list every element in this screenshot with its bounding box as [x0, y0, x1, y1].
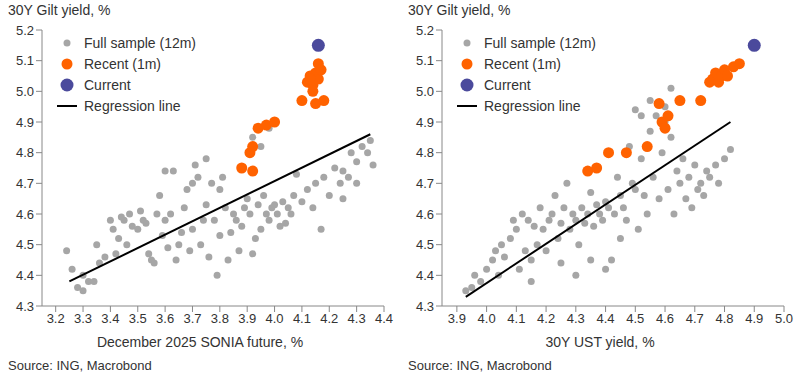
svg-text:4.9: 4.9 — [16, 115, 34, 130]
html-text:Full sample (12m): Full sample (12m) — [484, 34, 596, 51]
svg-text:3.5: 3.5 — [129, 311, 147, 326]
svg-text:4.3: 4.3 — [567, 311, 585, 326]
html-text:30Y Gilt yield, %: 30Y Gilt yield, % — [408, 2, 511, 18]
svg-text:4.7: 4.7 — [686, 311, 704, 326]
html-text:Recent (1m): Recent (1m) — [484, 55, 561, 72]
svg-text:4.5: 4.5 — [626, 311, 644, 326]
svg-text:4.5: 4.5 — [416, 237, 434, 252]
svg-text:4.4: 4.4 — [16, 268, 34, 283]
svg-text:4.5: 4.5 — [16, 237, 34, 252]
svg-text:4.4: 4.4 — [375, 311, 393, 326]
html-text:Recent (1m): Recent (1m) — [84, 55, 161, 72]
svg-text:4.2: 4.2 — [320, 311, 338, 326]
svg-text:4.6: 4.6 — [16, 207, 34, 222]
svg-text:4.2: 4.2 — [537, 311, 555, 326]
html-text:Source: ING, Macrobond: Source: ING, Macrobond — [408, 358, 552, 373]
svg-text:4.9: 4.9 — [416, 115, 434, 130]
html-text:Regression line: Regression line — [84, 97, 181, 114]
html-text:30Y Gilt yield, %: 30Y Gilt yield, % — [8, 2, 111, 18]
svg-text:3.2: 3.2 — [47, 311, 65, 326]
svg-text:4.8: 4.8 — [715, 311, 733, 326]
svg-text:4.3: 4.3 — [416, 299, 434, 314]
svg-text:3.7: 3.7 — [183, 311, 201, 326]
svg-text:5.2: 5.2 — [16, 23, 34, 38]
svg-text:4.3: 4.3 — [348, 311, 366, 326]
svg-text:5.0: 5.0 — [16, 84, 34, 99]
svg-text:3.9: 3.9 — [238, 311, 256, 326]
svg-text:5.1: 5.1 — [16, 53, 34, 68]
svg-text:3.6: 3.6 — [156, 311, 174, 326]
html-text:30Y UST yield, %: 30Y UST yield, % — [545, 334, 655, 350]
html-text:December 2025 SONIA future, %: December 2025 SONIA future, % — [96, 334, 304, 350]
html-text:Current: Current — [484, 76, 531, 93]
svg-text:4.8: 4.8 — [416, 145, 434, 160]
svg-text:4.9: 4.9 — [745, 311, 763, 326]
svg-text:4.1: 4.1 — [293, 311, 311, 326]
svg-text:3.9: 3.9 — [448, 311, 466, 326]
svg-text:3.4: 3.4 — [101, 311, 119, 326]
svg-text:4.6: 4.6 — [416, 207, 434, 222]
svg-text:3.3: 3.3 — [74, 311, 92, 326]
svg-text:4.6: 4.6 — [656, 311, 674, 326]
svg-text:4.3: 4.3 — [16, 299, 34, 314]
svg-text:4.7: 4.7 — [416, 176, 434, 191]
html-text:Full sample (12m): Full sample (12m) — [84, 34, 196, 51]
svg-text:5.0: 5.0 — [416, 84, 434, 99]
svg-text:4.4: 4.4 — [597, 311, 615, 326]
svg-text:5.2: 5.2 — [416, 23, 434, 38]
svg-text:4.4: 4.4 — [416, 268, 434, 283]
svg-text:4.1: 4.1 — [507, 311, 525, 326]
html-text:Current: Current — [84, 76, 131, 93]
html-text:Regression line: Regression line — [484, 97, 581, 114]
svg-text:4.0: 4.0 — [266, 311, 284, 326]
html-text:Source: ING, Macrobond: Source: ING, Macrobond — [8, 358, 152, 373]
svg-text:3.8: 3.8 — [211, 311, 229, 326]
svg-text:4.7: 4.7 — [16, 176, 34, 191]
svg-text:5.1: 5.1 — [416, 53, 434, 68]
svg-text:5.0: 5.0 — [775, 311, 792, 326]
svg-text:4.8: 4.8 — [16, 145, 34, 160]
svg-text:4.0: 4.0 — [478, 311, 496, 326]
